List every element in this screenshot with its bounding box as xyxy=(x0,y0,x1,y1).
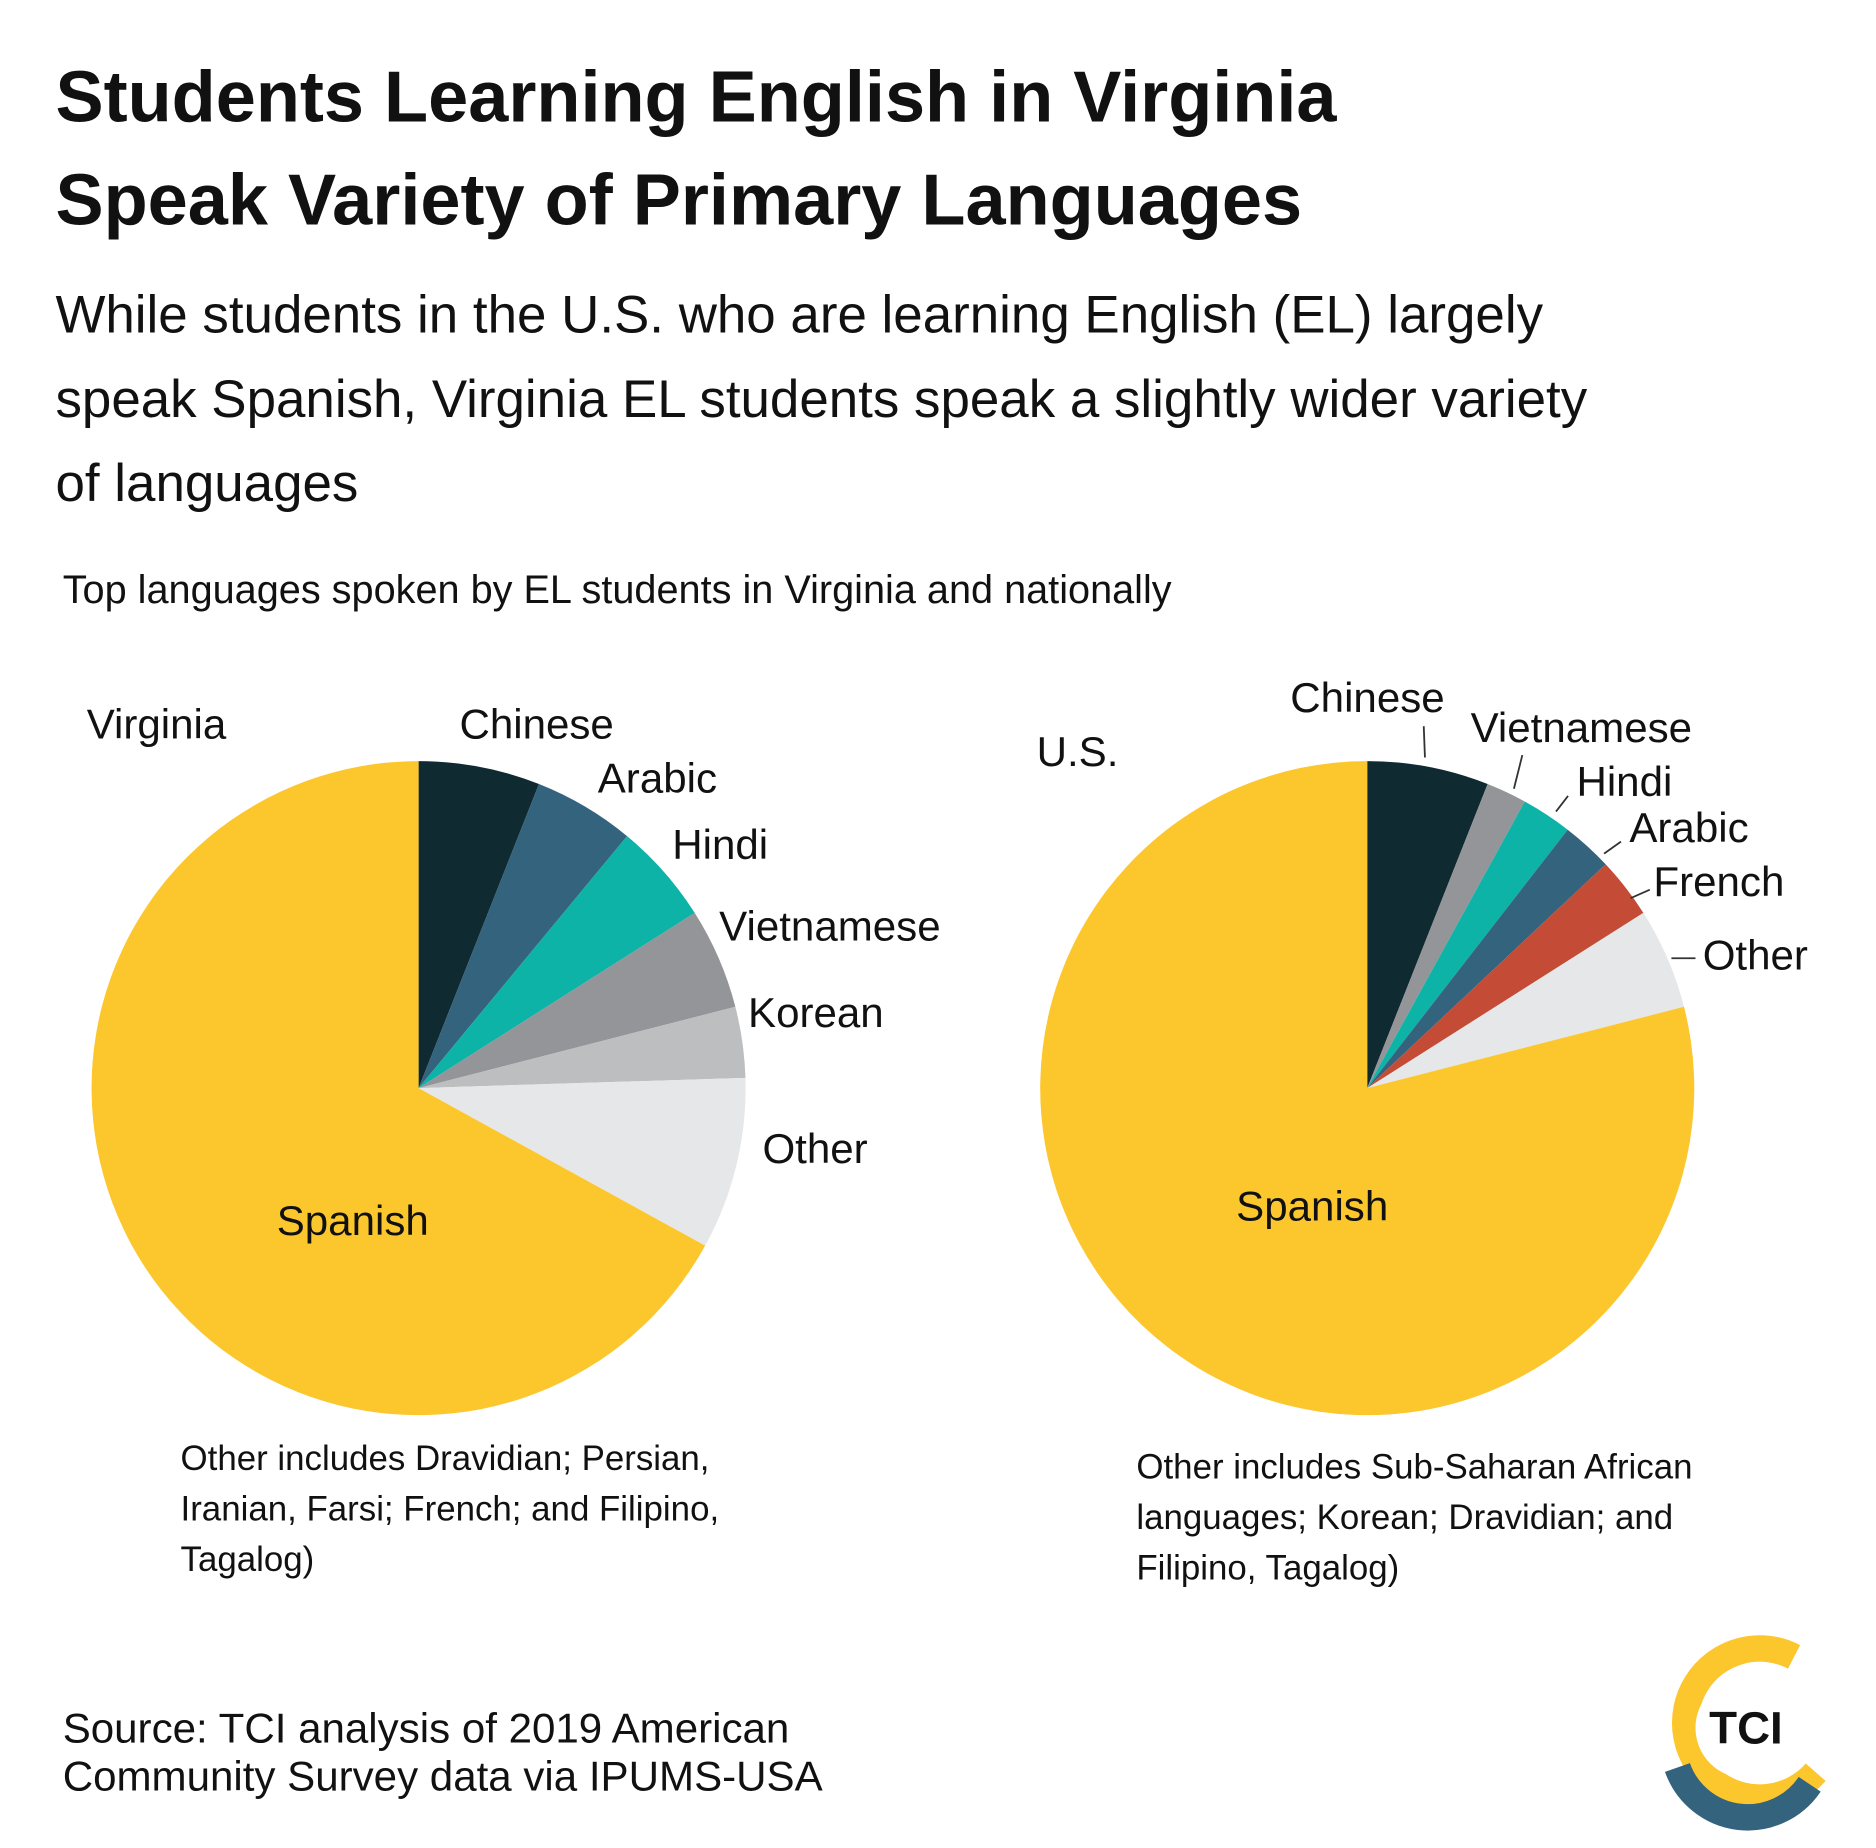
leader-line xyxy=(1630,888,1651,899)
logo: TCI xyxy=(1664,1635,1826,1831)
slice-label: Arabic xyxy=(598,755,717,802)
slice-label: Vietnamese xyxy=(1471,704,1692,751)
pie-slice xyxy=(418,761,539,1089)
caption: Top languages spoken by EL students in V… xyxy=(63,568,1172,612)
subtitle: of languages xyxy=(55,454,358,513)
leader-line xyxy=(1422,726,1426,758)
source: Source: TCI analysis of 2019 American xyxy=(63,1704,790,1751)
slice-label: Korean xyxy=(748,989,884,1036)
pie-slice xyxy=(418,912,736,1089)
slice-label: Other xyxy=(1703,931,1808,978)
pie-slice xyxy=(418,1077,746,1246)
pie-slice xyxy=(418,836,695,1089)
slice-label: Chinese xyxy=(459,701,613,748)
pie-slice xyxy=(1367,801,1568,1089)
pie-slice xyxy=(418,1006,746,1089)
source: Community Survey data via IPUMS-USA xyxy=(63,1753,823,1800)
subtitle: speak Spanish, Virginia EL students spea… xyxy=(55,370,1587,429)
pie-note: Other includes Sub-Saharan African xyxy=(1136,1447,1692,1486)
pie-slice xyxy=(1367,761,1488,1089)
pie-title: Virginia xyxy=(87,701,227,748)
pie-note: Filipino, Tagalog) xyxy=(1136,1548,1399,1587)
pie-note: Iranian, Farsi; French; and Filipino, xyxy=(181,1490,720,1529)
pie-note: languages; Korean; Dravidian; and xyxy=(1136,1498,1673,1537)
logo-text: TCI xyxy=(1709,1702,1783,1753)
leader-line xyxy=(1555,795,1569,813)
slice-label: Other xyxy=(762,1125,867,1172)
pie-title: U.S. xyxy=(1037,728,1119,775)
subtitle: While students in the U.S. who are learn… xyxy=(55,286,1543,345)
logo-arc xyxy=(1672,1635,1826,1811)
slice-label: Vietnamese xyxy=(719,903,940,950)
slice-label: Chinese xyxy=(1290,674,1444,721)
pie-slice xyxy=(1367,864,1644,1089)
title: Speak Variety of Primary Languages xyxy=(55,161,1302,241)
pie-slice xyxy=(418,784,628,1089)
pie-note: Tagalog) xyxy=(181,1540,315,1579)
slice-label: Hindi xyxy=(1576,758,1672,805)
leader-line xyxy=(1513,754,1524,789)
slice-label: French xyxy=(1653,858,1784,905)
slice-label: Arabic xyxy=(1629,804,1748,851)
logo-arc xyxy=(1664,1762,1821,1831)
slice-label: Spanish xyxy=(1236,1183,1388,1230)
slice-label: Spanish xyxy=(277,1197,429,1244)
pie-slice xyxy=(1367,829,1606,1089)
title: Students Learning English in Virginia xyxy=(55,57,1337,137)
slice-label: Hindi xyxy=(672,821,768,868)
pie-slice xyxy=(1367,912,1684,1089)
pie-slice xyxy=(1040,761,1695,1416)
leader-line xyxy=(1603,840,1622,855)
pie-slice xyxy=(1367,784,1525,1089)
pie-note: Other includes Dravidian; Persian, xyxy=(181,1439,710,1478)
pie-slice xyxy=(91,761,706,1416)
logo-disc xyxy=(1695,1677,1797,1779)
